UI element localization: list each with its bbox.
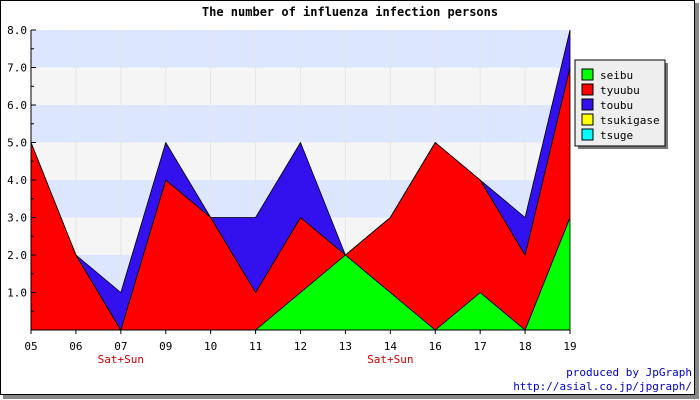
credit-line-2[interactable]: http://asial.co.jp/jpgraph/ <box>513 380 692 393</box>
x-tick-label: 09 <box>159 340 172 353</box>
legend-label-tsuge: tsuge <box>600 129 633 142</box>
x-tick-label: 14 <box>384 340 398 353</box>
x-tick-label: 06 <box>69 340 82 353</box>
x-tick-label: 12 <box>294 340 307 353</box>
y-tick-label: 3.0 <box>7 212 27 225</box>
credit-line-1: produced by JpGraph <box>566 366 692 379</box>
weekend-label: Sat+Sun <box>367 353 413 366</box>
x-tick-label: 05 <box>24 340 37 353</box>
weekend-label: Sat+Sun <box>98 353 144 366</box>
legend-label-toubu: toubu <box>600 99 633 112</box>
y-tick-label: 4.0 <box>7 174 27 187</box>
y-tick-label: 7.0 <box>7 62 27 75</box>
y-tick-label: 2.0 <box>7 249 27 262</box>
legend-swatch-toubu <box>581 98 594 111</box>
x-tick-label: 13 <box>339 340 352 353</box>
x-tick-label: 11 <box>249 340 262 353</box>
legend-swatch-seibu <box>581 68 594 81</box>
x-tick-label: 19 <box>563 340 576 353</box>
legend-swatch-tsuge <box>581 128 594 141</box>
legend-label-seibu: seibu <box>600 69 633 82</box>
y-tick-label: 5.0 <box>7 137 27 150</box>
y-tick-label: 8.0 <box>7 24 27 37</box>
legend-swatch-tsukigase <box>581 113 594 126</box>
x-tick-label: 18 <box>518 340 531 353</box>
y-tick-label: 1.0 <box>7 287 27 300</box>
legend-label-tsukigase: tsukigase <box>600 114 660 127</box>
x-tick-label: 10 <box>204 340 217 353</box>
legend-label-tyuubu: tyuubu <box>600 84 640 97</box>
y-tick-label: 6.0 <box>7 99 27 112</box>
x-tick-label: 16 <box>429 340 442 353</box>
legend-swatch-tyuubu <box>581 83 594 96</box>
area-toubu <box>30 29 571 331</box>
x-tick-label: 17 <box>474 340 487 353</box>
chart-title: The number of influenza infection person… <box>202 5 498 19</box>
x-tick-label: 07 <box>114 340 127 353</box>
